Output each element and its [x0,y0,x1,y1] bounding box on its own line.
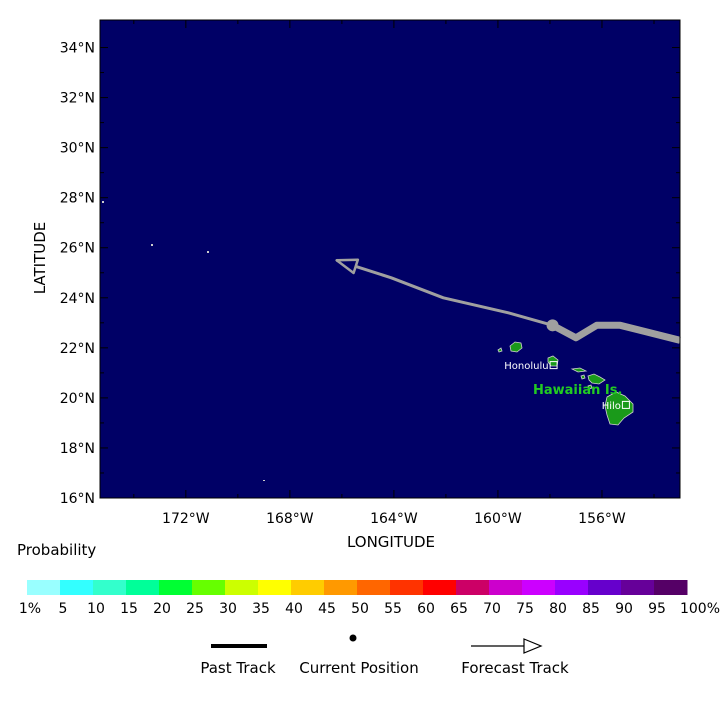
lat-tick-label: 30°N [60,141,95,157]
scale-label: 5 [59,601,68,617]
past-track-label: Past Track [200,659,276,677]
place-marker [621,400,630,409]
lat-tick-label: 32°N [60,91,95,107]
probability-title: Probability [17,541,96,559]
map-ocean [100,20,680,498]
scale-swatch [489,580,523,595]
scale-label: 25 [186,601,204,617]
island-molokai [570,367,588,373]
scale-swatch [654,580,688,595]
scale-swatch [225,580,259,595]
scale-swatch [390,580,424,595]
lon-tick-label: 168°W [266,511,314,527]
island-maui [587,373,606,385]
latitude-axis: 34°N 32°N 30°N 28°N 26°N 24°N 22°N 20°N 18°N 16°N [60,41,680,507]
lat-tick-label: 16°N [60,491,95,507]
current-position-legend-dot [349,634,357,642]
scale-label: 10 [87,601,105,617]
scale-swatch [555,580,589,595]
scale-label: 95 [648,601,666,617]
lon-tick-label: 156°W [578,511,626,527]
scale-label: 40 [285,601,303,617]
scale-swatch [456,580,490,595]
scale-label: 1% [19,601,41,617]
lat-tick-label: 34°N [60,41,95,57]
scale-swatch [588,580,622,595]
lat-tick-label: 28°N [60,191,95,207]
places-layer: Honolulu Hilo [504,361,630,412]
scale-label: 65 [450,601,468,617]
scale-swatch [423,580,457,595]
probability-scale: 1% 5 10 15 20 25 30 35 40 45 50 55 60 65 70 75 80 85 90 95 [19,580,688,617]
hawaiian-islands [497,341,634,426]
scale-swatch [522,580,556,595]
forecast-track-line [336,258,554,327]
scale-end-label: 100% [680,601,720,617]
lat-tick-label: 24°N [60,291,95,307]
place-marker [549,361,558,370]
island-kauai [509,341,523,353]
scale-label: 80 [549,601,567,617]
storm-track [335,258,681,344]
region-label: Hawaiian Is. [533,383,622,398]
lon-tick-label: 164°W [370,511,418,527]
scale-swatch [93,580,127,595]
scale-label: 30 [219,601,237,617]
lat-tick-label: 20°N [60,391,95,407]
scale-swatch [324,580,358,595]
scale-swatch [159,580,193,595]
longitude-axis: 172°W 168°W 164°W 160°W 156°W [133,20,655,527]
scale-swatch [621,580,655,595]
lon-tick-label: 160°W [474,511,522,527]
lat-tick-label: 26°N [60,241,95,257]
y-axis-title: LATITUDE [31,222,49,295]
forecast-arrowhead-icon [335,258,360,275]
scale-label: 15 [120,601,138,617]
lat-tick-label: 18°N [60,441,95,457]
place-label: Hilo [602,401,621,412]
scale-label: 85 [582,601,600,617]
scale-label: 50 [351,601,369,617]
past-track-line [550,321,681,344]
island-niihau [497,347,503,353]
scale-swatch [27,580,61,595]
scale-swatch [192,580,226,595]
scale-swatch [60,580,94,595]
current-position-label: Current Position [299,659,419,677]
scale-label: 55 [384,601,402,617]
island-kahoolawe [587,384,593,390]
scale-label: 90 [615,601,633,617]
scale-label: 60 [417,601,435,617]
plot-frame [99,19,681,499]
scale-label: 70 [483,601,501,617]
lon-tick-label: 172°W [162,511,210,527]
scale-label: 35 [252,601,270,617]
scale-label: 20 [153,601,171,617]
scale-swatch [291,580,325,595]
scale-swatch [258,580,292,595]
scale-swatch [357,580,391,595]
lat-tick-label: 22°N [60,341,95,357]
scale-swatch [126,580,160,595]
island-lanai [580,374,586,380]
forecast-track-legend-arrow-icon [523,638,543,654]
forecast-track-label: Forecast Track [461,659,569,677]
island-hawaii [604,391,634,426]
scale-label: 45 [318,601,336,617]
current-position-marker [546,319,559,332]
scale-label: 75 [516,601,534,617]
land-specks [102,201,265,481]
place-label: Honolulu [504,361,548,372]
x-axis-title: LONGITUDE [347,533,435,551]
